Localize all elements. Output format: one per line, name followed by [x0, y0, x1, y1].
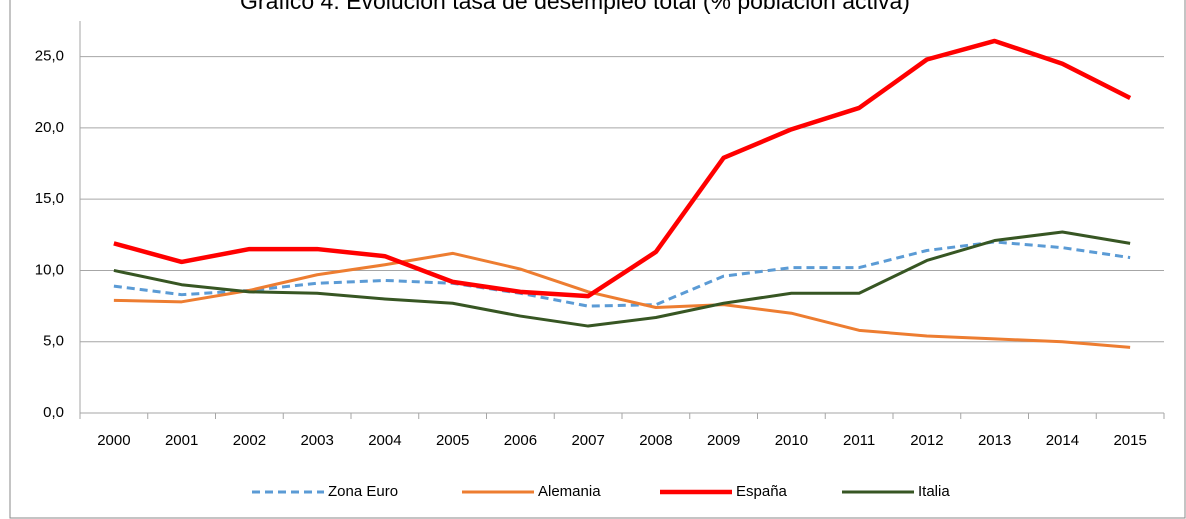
x-tick-label: 2013 [978, 432, 1011, 449]
x-tick-label: 2003 [300, 432, 333, 449]
legend-label: España [736, 483, 788, 500]
x-tick-label: 2001 [165, 432, 198, 449]
series-line [113, 230, 1131, 328]
x-tick-label: 2000 [97, 432, 130, 449]
series-line [113, 38, 1132, 299]
y-tick-label: 20,0 [35, 119, 64, 136]
x-tick-label: 2008 [639, 432, 672, 449]
x-tick-label: 2011 [843, 432, 875, 449]
series-line [113, 240, 1131, 308]
x-tick-label: 2006 [504, 432, 537, 449]
x-tick-label: 2014 [1046, 432, 1079, 449]
chart-title: Gráfico 4. Evolución tasa de desempleo t… [240, 0, 910, 14]
y-tick-label: 0,0 [43, 404, 64, 421]
x-tick-label: 2012 [910, 432, 943, 449]
x-tick-label: 2009 [707, 432, 740, 449]
y-tick-label: 10,0 [35, 261, 64, 278]
y-tick-label: 5,0 [43, 333, 64, 350]
legend-label: Alemania [538, 483, 601, 500]
x-tick-label: 2004 [368, 432, 401, 449]
x-tick-label: 2007 [571, 432, 604, 449]
x-tick-label: 2010 [775, 432, 808, 449]
x-tick-label: 2002 [233, 432, 266, 449]
legend-label: Italia [918, 483, 950, 500]
series-line [113, 251, 1131, 349]
x-tick-label: 2015 [1113, 432, 1146, 449]
y-tick-label: 15,0 [35, 190, 64, 207]
x-tick-label: 2005 [436, 432, 469, 449]
y-tick-label: 25,0 [35, 48, 64, 65]
legend-label: Zona Euro [328, 483, 398, 500]
